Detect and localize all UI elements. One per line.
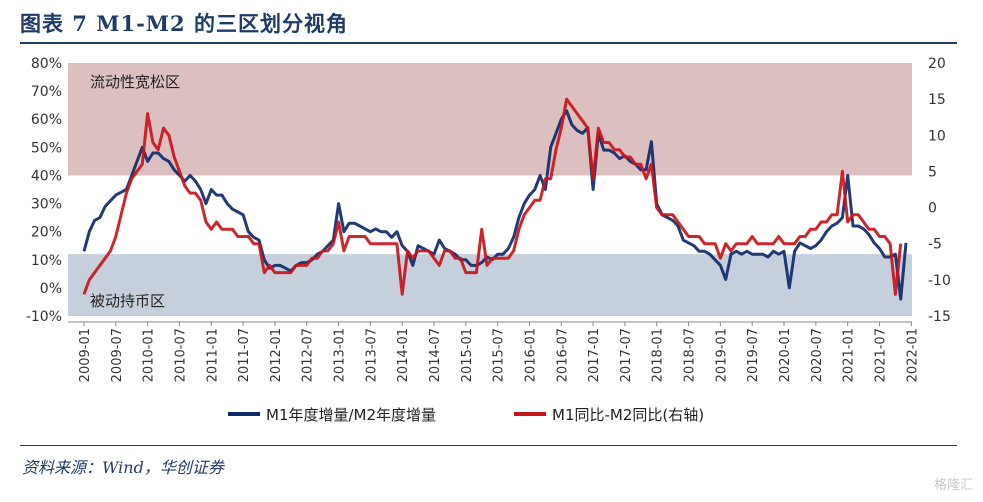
right-tick-label: 20 [928, 56, 946, 72]
x-tick-label: 2015-01 [460, 328, 475, 382]
legend-label-1: M1同比-M2同比(右轴) [552, 406, 704, 424]
x-tick-label: 2010-01 [142, 328, 157, 382]
x-tick-label: 2015-07 [492, 328, 507, 382]
source-note: 资料来源：Wind，华创证券 [22, 458, 224, 477]
source-divider [20, 445, 957, 446]
legend-label-0: M1年度增量/M2年度增量 [266, 406, 436, 424]
x-tick-label: 2011-01 [205, 328, 220, 382]
left-tick-label: -10% [26, 309, 62, 325]
zone-label-0: 流动性宽松区 [90, 73, 180, 91]
x-tick-label: 2019-07 [746, 328, 761, 382]
left-tick-label: 80% [31, 56, 62, 72]
x-tick-label: 2010-07 [173, 328, 188, 382]
x-tick-label: 2020-07 [810, 328, 825, 382]
title-bar: 图表 7 M1-M2 的三区划分视角 [20, 6, 957, 44]
right-tick-label: 0 [928, 201, 937, 217]
series-line-1 [82, 97, 903, 296]
right-tick-label: 5 [928, 164, 937, 180]
x-tick-label: 2009-01 [78, 328, 93, 382]
zone-band-1 [68, 254, 912, 316]
x-tick-label: 2019-01 [714, 328, 729, 382]
x-tick-label: 2018-07 [683, 328, 698, 382]
left-tick-label: 0% [40, 281, 62, 297]
x-tick-label: 2022-01 [905, 328, 920, 382]
chart-title: 图表 7 M1-M2 的三区划分视角 [20, 11, 348, 36]
watermark: 格隆汇 [933, 478, 973, 493]
right-tick-label: -15 [928, 309, 951, 325]
left-tick-label: 20% [31, 225, 62, 241]
x-tick-label: 2013-01 [333, 328, 348, 382]
x-tick-label: 2021-07 [873, 328, 888, 382]
x-tick-label: 2011-07 [237, 328, 252, 382]
left-tick-label: 60% [31, 112, 62, 128]
right-tick-label: -10 [928, 273, 951, 289]
left-tick-label: 40% [31, 168, 62, 184]
x-tick-label: 2012-07 [301, 328, 316, 382]
x-tick-label: 2014-01 [396, 328, 411, 382]
right-tick-label: 15 [928, 92, 946, 108]
left-tick-label: 10% [31, 253, 62, 269]
x-tick-label: 2012-01 [269, 328, 284, 382]
right-tick-label: 10 [928, 128, 946, 144]
x-tick-label: 2009-07 [110, 328, 125, 382]
x-tick-label: 2013-07 [364, 328, 379, 382]
x-tick-label: 2016-01 [523, 328, 538, 382]
x-tick-label: 2018-01 [651, 328, 666, 382]
left-tick-label: 30% [31, 197, 62, 213]
x-tick-label: 2020-01 [778, 328, 793, 382]
x-tick-label: 2014-07 [428, 328, 443, 382]
right-tick-label: -5 [928, 237, 942, 253]
left-tick-label: 50% [31, 140, 62, 156]
x-tick-label: 2017-01 [587, 328, 602, 382]
x-tick-label: 2017-07 [619, 328, 634, 382]
x-tick-label: 2021-01 [842, 328, 857, 382]
zone-label-1: 被动持币区 [90, 292, 165, 310]
x-tick-label: 2016-07 [555, 328, 570, 382]
zone-band-0 [68, 63, 912, 176]
left-tick-label: 70% [31, 84, 62, 100]
